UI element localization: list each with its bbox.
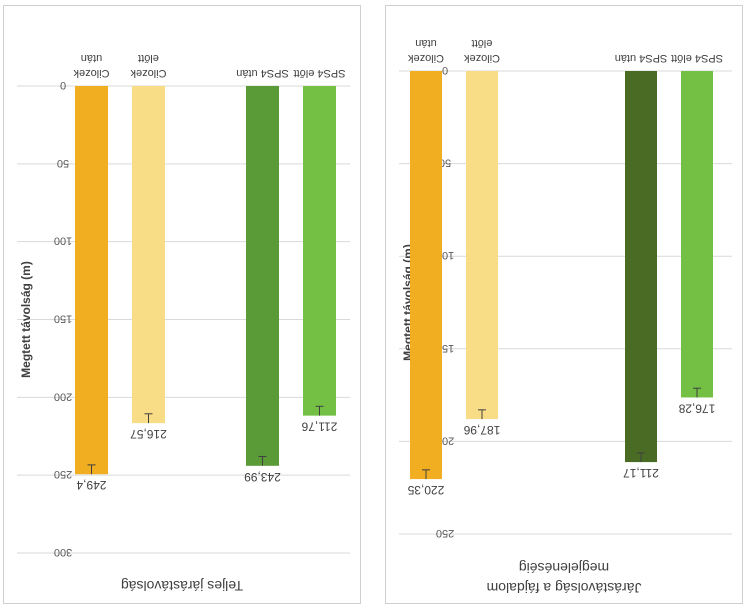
y-tick-label: 200 [54, 390, 72, 402]
x-tick-label-line: SPS4 előtt [671, 52, 723, 64]
data-label: 249,4 [76, 478, 106, 492]
y-tick-label: 300 [54, 546, 72, 558]
data-label: 216,57 [130, 427, 167, 441]
x-tick-label-line: Cilozek [130, 67, 167, 79]
x-tick-label: SPS4 után [236, 67, 289, 79]
x-tick-label: Cilozek után [73, 52, 110, 79]
x-tick-label-line: előtt [138, 52, 159, 64]
x-tick-label: SPS4 előtt [294, 67, 346, 79]
x-tick-label-line: SPS4 után [236, 67, 289, 79]
data-label: 220,35 [407, 483, 444, 497]
bar [681, 71, 713, 398]
chart-title-group: Járástávolság a fájdalom megjelenéséig [487, 560, 642, 596]
chart-panel-pain: Járástávolság a fájdalom megjelenéséig 0 50… [385, 5, 743, 604]
data-label: 243,99 [244, 470, 281, 484]
chart-title-line: Járástávolság a fájdalom [487, 580, 642, 596]
chart-title: Teljes járástávolság [121, 578, 243, 594]
x-tick-label-line: után [415, 37, 436, 49]
bar [75, 86, 108, 475]
x-tick-label: SPS4 után [615, 52, 668, 64]
x-tick-label: Cilozek után [407, 37, 444, 64]
x-tick-label: Cilozek előtt [463, 37, 500, 64]
y-tick-label: 250 [54, 468, 72, 480]
x-tick-label-line: Cilozek [73, 67, 110, 79]
chart-total-distance: Teljes járástávolság 0 50 100 150 200 250 300 Me… [17, 52, 350, 594]
bar [466, 71, 498, 420]
x-tick-label-line: után [81, 52, 102, 64]
bar [246, 86, 279, 466]
data-label: 176,28 [678, 401, 715, 415]
bar [410, 71, 442, 480]
bar [303, 86, 336, 416]
bar [625, 71, 657, 463]
y-tick-label: 250 [436, 527, 454, 539]
y-tick-label: 150 [54, 313, 72, 325]
data-label: 211,17 [623, 466, 659, 480]
chart-title-line: megjelenéséig [519, 560, 609, 576]
y-tick-label: 100 [54, 235, 72, 247]
y-tick-label: 0 [442, 64, 448, 76]
bar [132, 86, 165, 424]
y-tick-label: 50 [57, 157, 69, 169]
y-axis-label: Megtett távolság (m) [19, 261, 33, 378]
x-tick-label-line: SPS4 után [615, 52, 668, 64]
x-tick-label: SPS4 előtt [671, 52, 723, 64]
x-tick-label-line: Cilozek [463, 52, 500, 64]
x-tick-label-line: előtt [472, 37, 493, 49]
chart-pain-free-distance: Járástávolság a fájdalommegjelenéséig050… [399, 37, 732, 596]
y-tick-label: 0 [60, 79, 66, 91]
data-label: 211,76 [301, 420, 337, 434]
x-tick-label: Cilozek előtt [130, 52, 167, 79]
data-label: 187,96 [463, 423, 500, 437]
x-tick-label-line: Cilozek [407, 52, 444, 64]
chart-panel-total: Teljes járástávolság 0 50 100 150 200 250 300 Me… [3, 5, 361, 604]
x-tick-label-line: SPS4 előtt [294, 67, 346, 79]
